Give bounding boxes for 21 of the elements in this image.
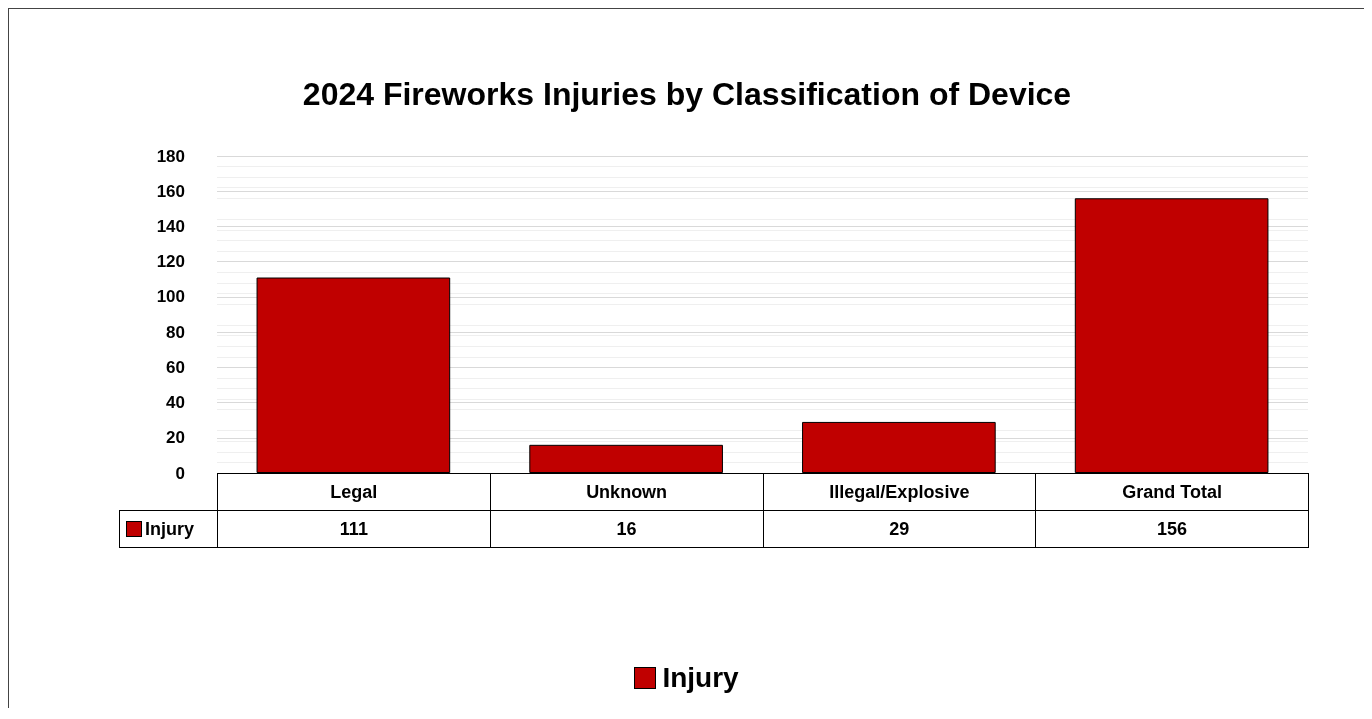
- y-tick-label: 80: [166, 322, 185, 342]
- data-label: 29: [762, 510, 1037, 548]
- y-tick-label: 100: [156, 287, 185, 307]
- x-tick-label: Illegal/Explosive: [762, 473, 1037, 511]
- y-tick-label: 180: [156, 146, 185, 166]
- y-tick-label: 20: [166, 428, 185, 448]
- y-tick-label: 160: [156, 181, 185, 201]
- y-tick-label: 0: [175, 463, 185, 483]
- x-tick-label: Grand Total: [1035, 473, 1309, 511]
- x-tick-label: Unknown: [489, 473, 764, 511]
- y-tick-label: 40: [166, 393, 185, 413]
- data-label: 111: [217, 510, 491, 548]
- legend-label: Injury: [119, 510, 218, 548]
- data-label: 156: [1035, 510, 1309, 548]
- y-tick-label: 120: [156, 252, 185, 272]
- y-tick-label: 140: [156, 216, 185, 236]
- data-label: 16: [489, 510, 764, 548]
- text: Injury: [662, 662, 739, 693]
- y-tick-label: 60: [166, 357, 185, 377]
- x-tick-label: Legal: [217, 473, 491, 511]
- chart-title: 2024 Fireworks Injuries by Classification of Device: [302, 76, 1072, 112]
